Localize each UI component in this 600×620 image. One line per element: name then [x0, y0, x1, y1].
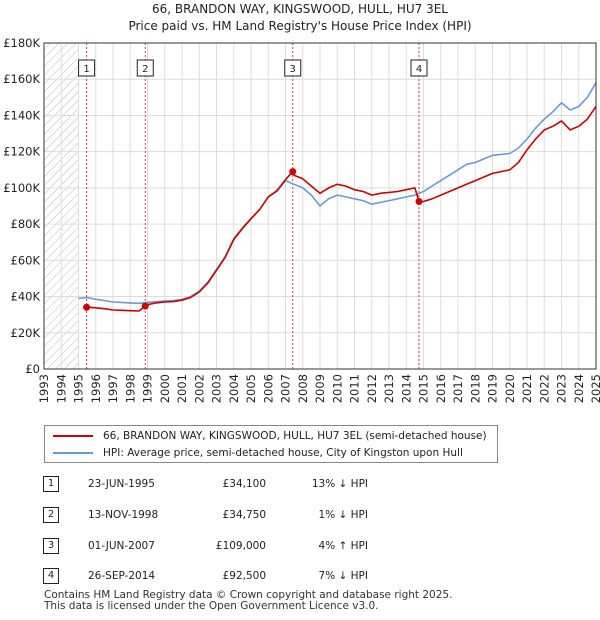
legend-label-property: 66, BRANDON WAY, KINGSWOOD, HULL, HU7 3E…: [103, 430, 487, 442]
y-tick-label: £0: [25, 362, 40, 376]
x-tick-label: 1999: [141, 374, 155, 403]
y-tick-label: £20K: [11, 326, 41, 340]
sale-price: £34,100: [222, 478, 266, 490]
hpi-line: [78, 82, 597, 305]
x-tick-label: 2016: [434, 374, 448, 403]
x-tick-label: 2006: [261, 374, 275, 403]
x-tick-label: 1996: [89, 374, 103, 403]
sale-price: £109,000: [215, 540, 266, 552]
y-tick-label: £40K: [11, 290, 41, 304]
y-tick-label: £100K: [3, 181, 40, 195]
legend-label-hpi: HPI: Average price, semi-detached house,…: [103, 447, 463, 459]
sale-date: 13-NOV-1998: [88, 509, 159, 521]
x-tick-label: 1998: [123, 374, 137, 403]
sale-point: [415, 197, 423, 205]
x-tick-label: 2012: [365, 374, 379, 403]
y-tick-label: £120K: [3, 145, 40, 159]
x-tick-label: 2007: [279, 374, 293, 403]
x-tick-label: 1993: [37, 374, 51, 403]
sale-marker-box: [284, 59, 302, 77]
sale-hpi-diff: 4% ↑ HPI: [318, 540, 368, 552]
price-chart: £0 £20K £40K £60K £80K £100K £120K £140K £160K £1…: [3, 36, 600, 403]
x-tick-label: 2000: [158, 374, 172, 403]
x-tick-label: 2005: [244, 374, 258, 403]
x-tick-label: 1997: [106, 374, 120, 403]
x-tick-label: 2023: [555, 374, 569, 403]
x-tick-label: 2014: [399, 374, 413, 403]
x-tick-label: 2019: [486, 374, 500, 403]
x-tick-label: 2025: [589, 374, 600, 403]
sale-price: £34,750: [222, 509, 266, 521]
x-tick-label: 2015: [417, 374, 431, 403]
sale-point: [289, 168, 297, 176]
chart-legend: 66, BRANDON WAY, KINGSWOOD, HULL, HU7 3E…: [44, 425, 498, 463]
x-tick-label: 2018: [468, 374, 482, 403]
x-tick-label: 2003: [210, 374, 224, 403]
sale-hpi-diff: 1% ↓ HPI: [318, 509, 368, 521]
sale-marker-label: 4: [416, 64, 422, 75]
sale-marker-box: [410, 59, 428, 77]
x-tick-label: 2002: [192, 374, 206, 403]
x-tick-label: 2008: [296, 374, 310, 403]
property-price-line: [86, 105, 597, 312]
sale-marker-box: [78, 59, 96, 77]
sale-date: 26-SEP-2014: [88, 570, 156, 582]
x-tick-label: 2013: [382, 374, 396, 403]
sale-price: £92,500: [222, 570, 266, 582]
y-tick-label: £160K: [3, 72, 40, 86]
sale-point: [141, 302, 149, 310]
sale-row-2: 2 13-NOV-1998 £34,750 1% ↓ HPI: [0, 505, 600, 525]
sale-hpi-diff: 13% ↓ HPI: [311, 478, 368, 490]
x-tick-label: 2009: [313, 374, 327, 403]
sale-date: 23-JUN-1995: [88, 478, 155, 490]
x-tick-label: 2010: [330, 374, 344, 403]
chart-title-line2: Price paid vs. HM Land Registry's House …: [128, 19, 472, 33]
legend-item-hpi: HPI: Average price, semi-detached house,…: [53, 445, 463, 461]
legend-swatch-hpi: [53, 452, 93, 454]
footer-line-1: Contains HM Land Registry data © Crown c…: [44, 589, 453, 601]
x-tick-label: 2017: [451, 374, 465, 403]
y-tick-label: £80K: [11, 217, 41, 231]
y-tick-label: £180K: [3, 36, 40, 50]
sale-row-4: 4 26-SEP-2014 £92,500 7% ↓ HPI: [0, 566, 600, 586]
sale-marker-label: 2: [142, 64, 148, 75]
x-tick-label: 2004: [227, 374, 241, 403]
sale-marker-label: 1: [83, 64, 89, 75]
sale-row-1: 1 23-JUN-1995 £34,100 13% ↓ HPI: [0, 474, 600, 494]
x-tick-label: 2024: [572, 374, 586, 403]
x-tick-label: 2022: [537, 374, 551, 403]
footer-line-2: This data is licensed under the Open Gov…: [44, 600, 379, 612]
sale-point: [83, 303, 91, 311]
sale-number-badge: 4: [43, 568, 59, 584]
x-tick-label: 1995: [72, 374, 86, 403]
sale-marker-box: [136, 59, 154, 77]
y-tick-label: £140K: [3, 108, 40, 122]
sale-row-3: 3 01-JUN-2007 £109,000 4% ↑ HPI: [0, 536, 600, 556]
sale-number-badge: 1: [43, 476, 59, 492]
x-tick-label: 2020: [503, 374, 517, 403]
sale-marker-label: 3: [290, 64, 296, 75]
sale-hpi-diff: 7% ↓ HPI: [318, 570, 368, 582]
legend-item-property: 66, BRANDON WAY, KINGSWOOD, HULL, HU7 3E…: [53, 428, 487, 444]
footer-attribution: Contains HM Land Registry data © Crown c…: [44, 590, 452, 612]
x-tick-label: 2021: [520, 374, 534, 403]
y-tick-label: £60K: [11, 253, 41, 267]
sale-number-badge: 3: [43, 538, 59, 554]
x-tick-label: 2001: [175, 374, 189, 403]
sale-number-badge: 2: [43, 507, 59, 523]
sale-date: 01-JUN-2007: [88, 540, 155, 552]
legend-swatch-property: [53, 435, 93, 437]
plot-border: [43, 42, 597, 370]
chart-title-line1: 66, BRANDON WAY, KINGSWOOD, HULL, HU7 3E…: [152, 2, 448, 16]
x-tick-label: 2011: [348, 374, 362, 403]
x-tick-label: 1994: [54, 374, 68, 403]
